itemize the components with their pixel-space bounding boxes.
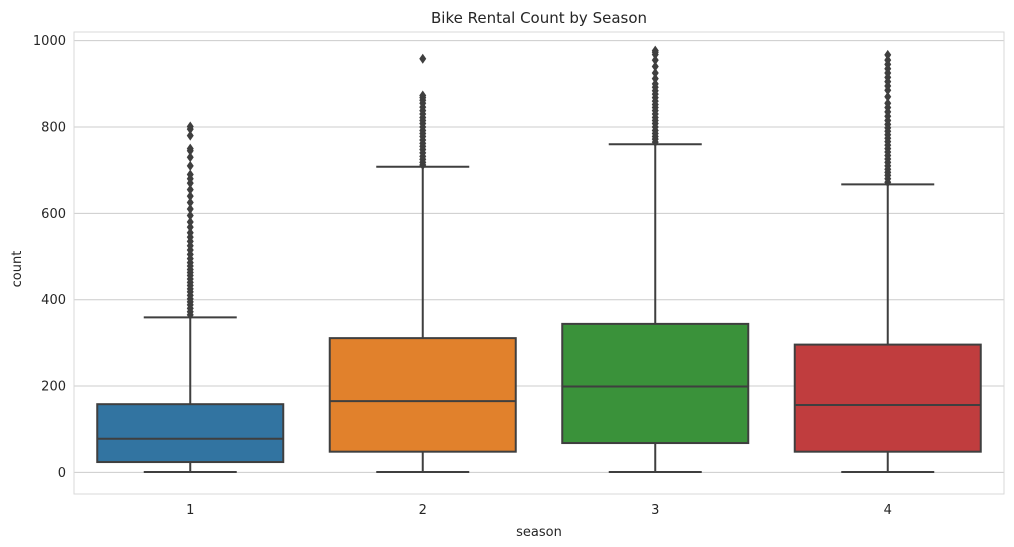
box-iqr	[561, 322, 750, 445]
outlier-point	[186, 216, 194, 227]
x-tick-labels: 1 2 3 4	[186, 503, 892, 518]
y-tick-label: 1000	[33, 34, 66, 49]
outlier-point	[884, 55, 892, 66]
plot-frame	[73, 31, 1005, 495]
outlier-point	[651, 73, 659, 84]
outlier-point	[651, 61, 659, 72]
outlier-point	[186, 210, 194, 221]
x-tick-label: 3	[651, 503, 659, 518]
outlier-point	[186, 204, 194, 215]
x-tick-label: 1	[186, 503, 194, 518]
boxes	[96, 143, 982, 473]
y-tick-label: 800	[41, 120, 66, 135]
outlier-point	[186, 169, 194, 180]
box-season-3	[561, 143, 750, 473]
box-season-4	[793, 183, 982, 473]
outlier-point	[884, 98, 892, 109]
outlier-point	[419, 53, 427, 64]
box-season-1	[96, 316, 285, 473]
outlier-point	[419, 90, 427, 101]
outlier-point	[186, 184, 194, 195]
outlier-point	[651, 78, 659, 89]
y-tick-label: 400	[41, 293, 66, 308]
y-tick-label: 0	[58, 466, 66, 481]
outlier-point	[186, 227, 194, 238]
chart-title: Bike Rental Count by Season	[431, 9, 647, 27]
outlier-point	[651, 68, 659, 79]
y-axis-label: count	[10, 251, 25, 288]
outlier-point	[186, 197, 194, 208]
outlier-point	[186, 143, 194, 154]
x-tick-label: 2	[419, 503, 427, 518]
outlier-point	[186, 191, 194, 202]
outlier-point	[186, 160, 194, 171]
box-season-2	[328, 165, 517, 473]
outlier-point	[651, 55, 659, 66]
y-tick-labels: 0 200 400 600 800 1000	[33, 34, 66, 481]
outlier-point	[884, 49, 892, 60]
box-iqr	[96, 403, 285, 464]
box-iqr	[793, 343, 982, 453]
outlier-point	[186, 130, 194, 141]
y-tick-label: 600	[41, 207, 66, 222]
outlier-point	[186, 121, 194, 132]
x-tick-label: 4	[884, 503, 892, 518]
box-iqr	[328, 337, 517, 453]
y-tick-label: 200	[41, 380, 66, 395]
outlier-point	[186, 222, 194, 233]
outlier-point	[651, 45, 659, 56]
x-axis-label: season	[516, 525, 562, 540]
outlier-point	[186, 152, 194, 163]
outlier-point	[884, 91, 892, 102]
outliers	[186, 45, 892, 320]
